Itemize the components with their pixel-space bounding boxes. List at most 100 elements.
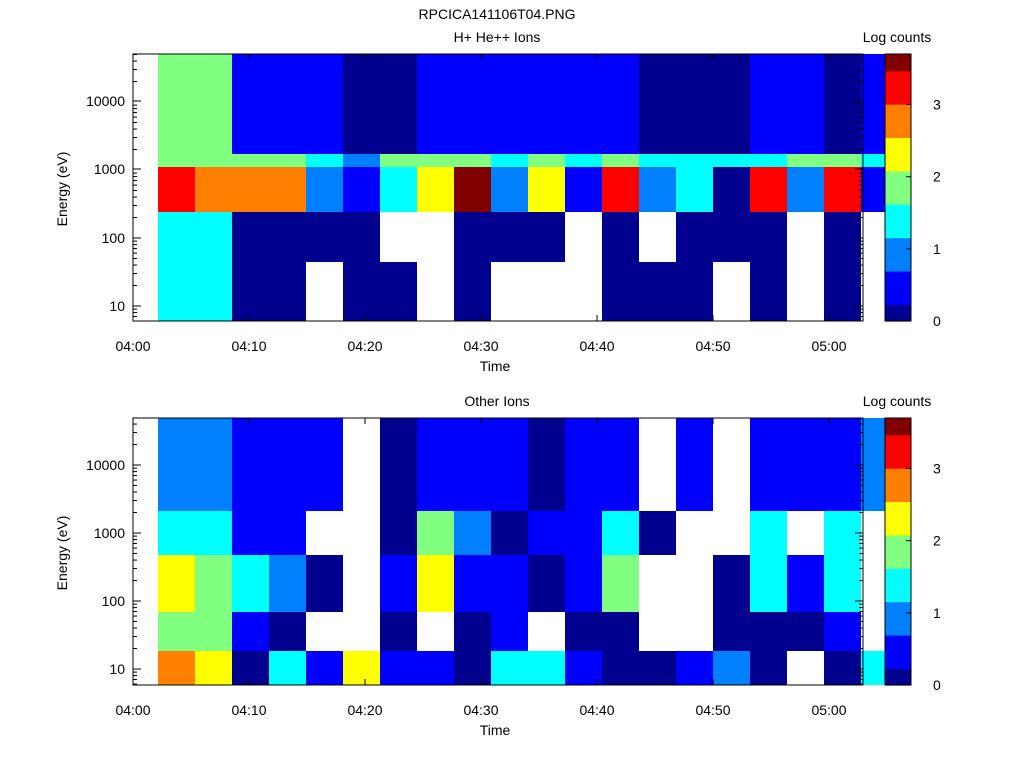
colorbar-segment bbox=[885, 104, 911, 108]
heatmap-cell bbox=[676, 154, 713, 167]
heatmap-cell bbox=[565, 555, 602, 612]
heatmap-cell bbox=[417, 651, 454, 685]
heatmap-cell bbox=[195, 154, 232, 167]
colorbar-segment bbox=[885, 90, 911, 95]
heatmap-cell bbox=[158, 555, 195, 612]
heatmap-cell bbox=[787, 54, 824, 154]
colorbar-segment bbox=[885, 257, 911, 262]
colorbar-segment bbox=[885, 634, 911, 639]
heatmap-cell bbox=[676, 262, 713, 321]
x-tick-label: 04:20 bbox=[347, 702, 382, 718]
colorbar-segment bbox=[885, 618, 911, 623]
heatmap-cell bbox=[528, 212, 565, 262]
heatmap-cell bbox=[565, 511, 602, 555]
heatmap-cell bbox=[417, 154, 454, 167]
heatmap-cell bbox=[232, 54, 269, 154]
colorbar-segment bbox=[885, 304, 911, 309]
colorbar-segment bbox=[885, 514, 911, 519]
colorbar-segment bbox=[885, 140, 911, 145]
heatmap-cell bbox=[158, 651, 195, 685]
colorbar-segment bbox=[885, 314, 911, 319]
colorbar-segment bbox=[885, 170, 911, 175]
x-tick-label: 04:20 bbox=[347, 338, 382, 354]
colorbar-segment bbox=[885, 591, 911, 596]
colorbar-tick-label: 3 bbox=[933, 97, 941, 113]
heatmap-cell bbox=[676, 54, 713, 154]
colorbar-segment bbox=[885, 571, 911, 576]
colorbar-segment bbox=[885, 424, 911, 429]
colorbar-segment bbox=[885, 474, 911, 479]
colorbar-segment bbox=[885, 244, 911, 249]
colorbar-segment bbox=[885, 70, 911, 75]
heatmap-cell bbox=[824, 651, 861, 685]
heatmap-cell bbox=[528, 154, 565, 167]
colorbar-tick-label: 1 bbox=[933, 605, 941, 621]
heatmap-cell bbox=[824, 154, 861, 167]
heatmap-cell bbox=[602, 651, 639, 685]
heatmap-cell bbox=[565, 54, 602, 154]
heatmap-cell bbox=[491, 555, 528, 612]
heatmap-cell bbox=[750, 154, 787, 167]
heatmap-cell bbox=[454, 212, 491, 262]
colorbar-segment bbox=[885, 484, 911, 489]
colorbar-segment bbox=[885, 421, 911, 426]
x-tick-label: 04:30 bbox=[463, 702, 498, 718]
colorbar-segment bbox=[885, 260, 911, 265]
other-ions-panel: Other Ions Log counts Time Energy (eV) 0… bbox=[54, 393, 941, 738]
heatmap-cell bbox=[158, 54, 195, 154]
plot-frame bbox=[132, 417, 864, 686]
y-tick-label: 100 bbox=[102, 593, 126, 609]
colorbar-segment bbox=[885, 87, 911, 92]
heatmap-cell bbox=[232, 555, 269, 612]
colorbar-segment bbox=[885, 644, 911, 649]
y-tick-label: 10 bbox=[109, 298, 125, 314]
y-tick-label: 100 bbox=[102, 230, 126, 246]
heatmap-cell bbox=[195, 651, 232, 685]
x-tick-label: 04:00 bbox=[115, 338, 150, 354]
x-tick-label: 04:40 bbox=[579, 338, 614, 354]
colorbar-segment bbox=[885, 638, 911, 643]
heatmap-cell bbox=[750, 54, 787, 154]
colorbar-segment bbox=[885, 478, 911, 483]
colorbar-segment bbox=[885, 77, 911, 82]
colorbar-segment bbox=[885, 581, 911, 586]
heatmap-cell bbox=[454, 651, 491, 685]
heatmap-cell bbox=[380, 651, 417, 685]
heatmap-cell bbox=[232, 262, 269, 321]
heatmap-cell bbox=[380, 511, 417, 555]
heatmap-cell bbox=[454, 511, 491, 555]
heatmap-cell bbox=[269, 511, 306, 555]
heatmap-cell bbox=[713, 212, 750, 262]
heatmap-cell bbox=[158, 212, 195, 262]
colorbar-tick-label: 2 bbox=[933, 169, 941, 185]
colorbar-segment bbox=[885, 137, 911, 142]
colorbar-segment bbox=[885, 67, 911, 72]
heatmap-cell bbox=[232, 167, 269, 212]
colorbar-segment bbox=[885, 134, 911, 139]
heatmap-cell bbox=[195, 418, 232, 511]
heatmap-cell bbox=[306, 418, 343, 511]
heatmap-cell bbox=[787, 555, 824, 612]
heatmap-cell bbox=[343, 167, 380, 212]
heatmap-cell bbox=[417, 167, 454, 212]
heatmap-cell bbox=[824, 612, 861, 651]
colorbar-segment bbox=[885, 74, 911, 78]
colorbar-segment bbox=[885, 628, 911, 633]
heatmap-cell bbox=[232, 651, 269, 685]
heatmap-cell bbox=[528, 418, 565, 511]
colorbar-segment bbox=[885, 654, 911, 659]
colorbar-segment bbox=[885, 544, 911, 549]
heatmap-cell bbox=[491, 167, 528, 212]
colorbar-segment bbox=[885, 558, 911, 563]
colorbar-segment bbox=[885, 297, 911, 302]
heatmap-cell bbox=[454, 262, 491, 321]
x-tick-label: 05:00 bbox=[811, 338, 846, 354]
x-axis-label: Time bbox=[480, 722, 511, 738]
colorbar-segment bbox=[885, 307, 911, 312]
heatmap-cell bbox=[713, 555, 750, 612]
colorbar-segment bbox=[885, 197, 911, 202]
heatmap-cell bbox=[380, 418, 417, 511]
colorbar-segment bbox=[885, 631, 911, 636]
heatmap-cell bbox=[269, 54, 306, 154]
heatmap-cell bbox=[676, 212, 713, 262]
